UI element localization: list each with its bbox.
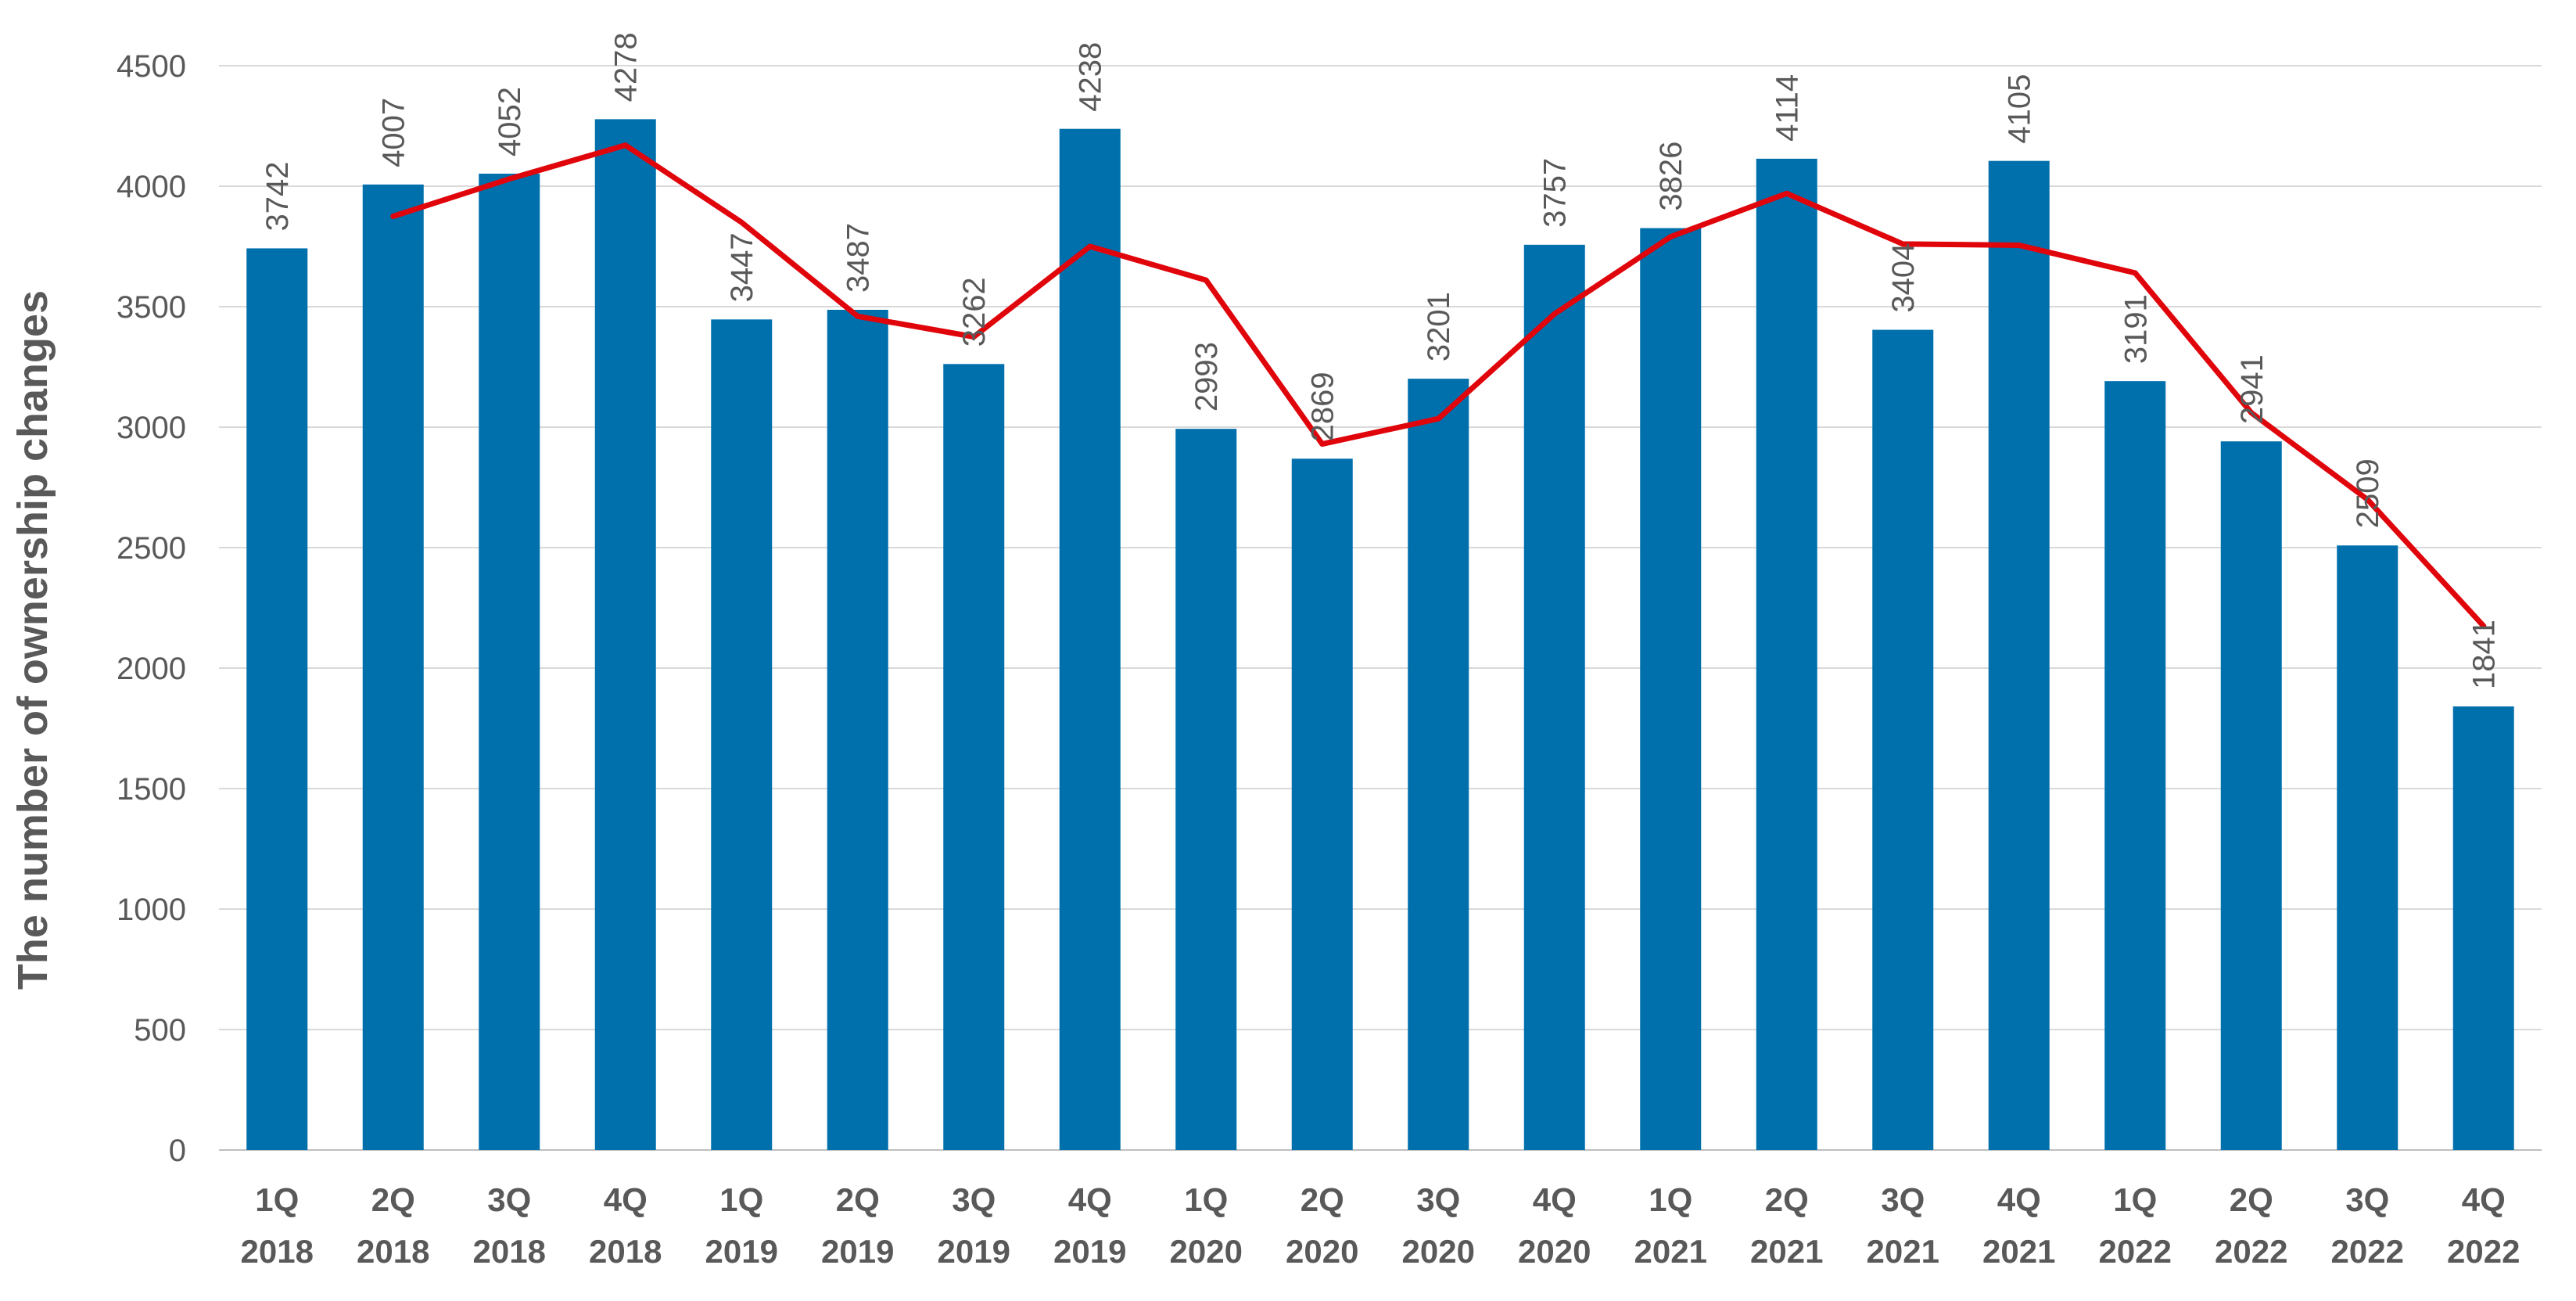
bar <box>2104 381 2166 1150</box>
x-category-quarter: 1Q <box>255 1181 299 1218</box>
bar-data-label: 4278 <box>609 32 644 102</box>
bar <box>943 364 1005 1151</box>
gridlines <box>219 65 2542 1151</box>
bar <box>827 310 888 1150</box>
bar-data-label: 2509 <box>2351 458 2385 528</box>
bar-data-label: 2869 <box>1306 372 1340 441</box>
y-axis-ticks: 0 500 1000 1500 2000 2500 3000 3500 4000 4500 <box>117 49 186 1168</box>
x-category-year: 2022 <box>2099 1233 2172 1270</box>
bar-data-label: 3757 <box>1538 158 1573 228</box>
x-category-quarter: 3Q <box>2345 1181 2389 1218</box>
x-category-quarter: 1Q <box>2113 1181 2157 1218</box>
bar <box>1408 379 1469 1150</box>
bar <box>594 119 656 1151</box>
data-labels: 3742 4007 4052 4278 3447 3487 3262 4238 2993 2869… <box>260 32 2502 689</box>
y-tick-label: 0 <box>169 1134 186 1168</box>
x-axis-categories: 1Q 2018 2Q 2018 3Q 2018 4Q 2018 1Q 2019 2Q 2019 3Q 20… <box>241 1181 2520 1270</box>
bar <box>1872 329 1934 1150</box>
x-category-quarter: 1Q <box>1649 1181 1692 1218</box>
bar <box>2337 545 2398 1150</box>
y-tick-label: 2000 <box>117 652 186 686</box>
y-tick-label: 500 <box>134 1013 186 1048</box>
y-tick-label: 4500 <box>117 49 186 84</box>
x-category-quarter: 2Q <box>2230 1181 2273 1218</box>
x-category-quarter: 2Q <box>1765 1181 1809 1218</box>
y-tick-label: 1500 <box>117 772 186 807</box>
bar-data-label: 1841 <box>2467 620 2502 689</box>
trend-line-series <box>390 142 2487 629</box>
bar <box>1640 228 1702 1150</box>
x-category-year: 2019 <box>1053 1233 1126 1270</box>
bar <box>1291 458 1353 1150</box>
x-category-year: 2018 <box>473 1233 546 1270</box>
bar <box>1175 429 1237 1150</box>
x-category-year: 2018 <box>589 1233 662 1270</box>
bar <box>362 184 424 1150</box>
bar-data-label: 2941 <box>2235 354 2269 424</box>
bar-data-label: 3487 <box>841 223 876 293</box>
bar-data-label: 3826 <box>1654 142 1688 211</box>
bar-data-label: 3191 <box>2119 294 2153 364</box>
bar <box>711 319 773 1151</box>
x-category-year: 2021 <box>1867 1233 1939 1270</box>
x-category-year: 2020 <box>1286 1233 1358 1270</box>
x-category-year: 2022 <box>2215 1233 2287 1270</box>
x-category-quarter: 4Q <box>2462 1181 2506 1218</box>
y-tick-label: 3500 <box>117 290 186 325</box>
x-category-year: 2021 <box>1982 1233 2055 1270</box>
x-category-quarter: 4Q <box>1533 1181 1577 1218</box>
x-category-year: 2022 <box>2447 1233 2520 1270</box>
x-category-quarter: 1Q <box>1184 1181 1228 1218</box>
x-category-quarter: 2Q <box>1301 1181 1344 1218</box>
x-category-year: 2020 <box>1402 1233 1475 1270</box>
x-category-year: 2019 <box>938 1233 1010 1270</box>
x-category-year: 2021 <box>1750 1233 1823 1270</box>
x-category-quarter: 3Q <box>1881 1181 1925 1218</box>
x-category-quarter: 3Q <box>487 1181 531 1218</box>
bar-data-label: 4007 <box>377 98 411 167</box>
trend-line <box>390 142 2487 629</box>
x-category-quarter: 4Q <box>604 1181 648 1218</box>
x-category-quarter: 3Q <box>1416 1181 1460 1218</box>
x-category-year: 2019 <box>705 1233 778 1270</box>
bar-data-label: 4238 <box>1074 42 1108 112</box>
y-tick-label: 4000 <box>117 170 186 204</box>
bar-data-label: 4114 <box>1771 74 1805 142</box>
x-category-year: 2022 <box>2331 1233 2404 1270</box>
bar <box>479 173 540 1150</box>
x-category-quarter: 4Q <box>1997 1181 2041 1218</box>
x-category-quarter: 3Q <box>952 1181 996 1218</box>
x-category-year: 2019 <box>821 1233 894 1270</box>
x-category-year: 2018 <box>357 1233 429 1270</box>
x-category-quarter: 2Q <box>836 1181 880 1218</box>
bar-data-label: 3404 <box>1886 243 1921 313</box>
bar <box>246 248 308 1150</box>
bar <box>1988 160 2050 1150</box>
bar-data-label: 4105 <box>2003 74 2037 144</box>
x-category-quarter: 2Q <box>371 1181 415 1218</box>
y-tick-label: 1000 <box>117 893 186 927</box>
bar-data-label: 3201 <box>1422 292 1456 361</box>
x-category-quarter: 1Q <box>719 1181 763 1218</box>
bar <box>2220 441 2282 1150</box>
bar-data-label: 3447 <box>725 232 759 302</box>
x-category-year: 2020 <box>1518 1233 1591 1270</box>
x-category-quarter: 4Q <box>1068 1181 1112 1218</box>
bar <box>1756 158 1817 1151</box>
y-tick-label: 3000 <box>117 411 186 445</box>
bar-data-label: 3262 <box>957 277 992 347</box>
x-category-year: 2021 <box>1634 1233 1707 1270</box>
bar <box>1523 244 1585 1150</box>
y-tick-label: 2500 <box>117 531 186 566</box>
bar-series <box>246 119 2514 1151</box>
x-category-year: 2018 <box>241 1233 314 1270</box>
bar-data-label: 4052 <box>493 87 527 156</box>
bar <box>2452 706 2514 1150</box>
bar-data-label: 3742 <box>260 161 295 231</box>
x-category-year: 2020 <box>1170 1233 1243 1270</box>
bar <box>1059 128 1121 1150</box>
y-axis-title: The number of ownership changes <box>9 290 56 990</box>
bar-data-label: 2993 <box>1189 342 1224 412</box>
